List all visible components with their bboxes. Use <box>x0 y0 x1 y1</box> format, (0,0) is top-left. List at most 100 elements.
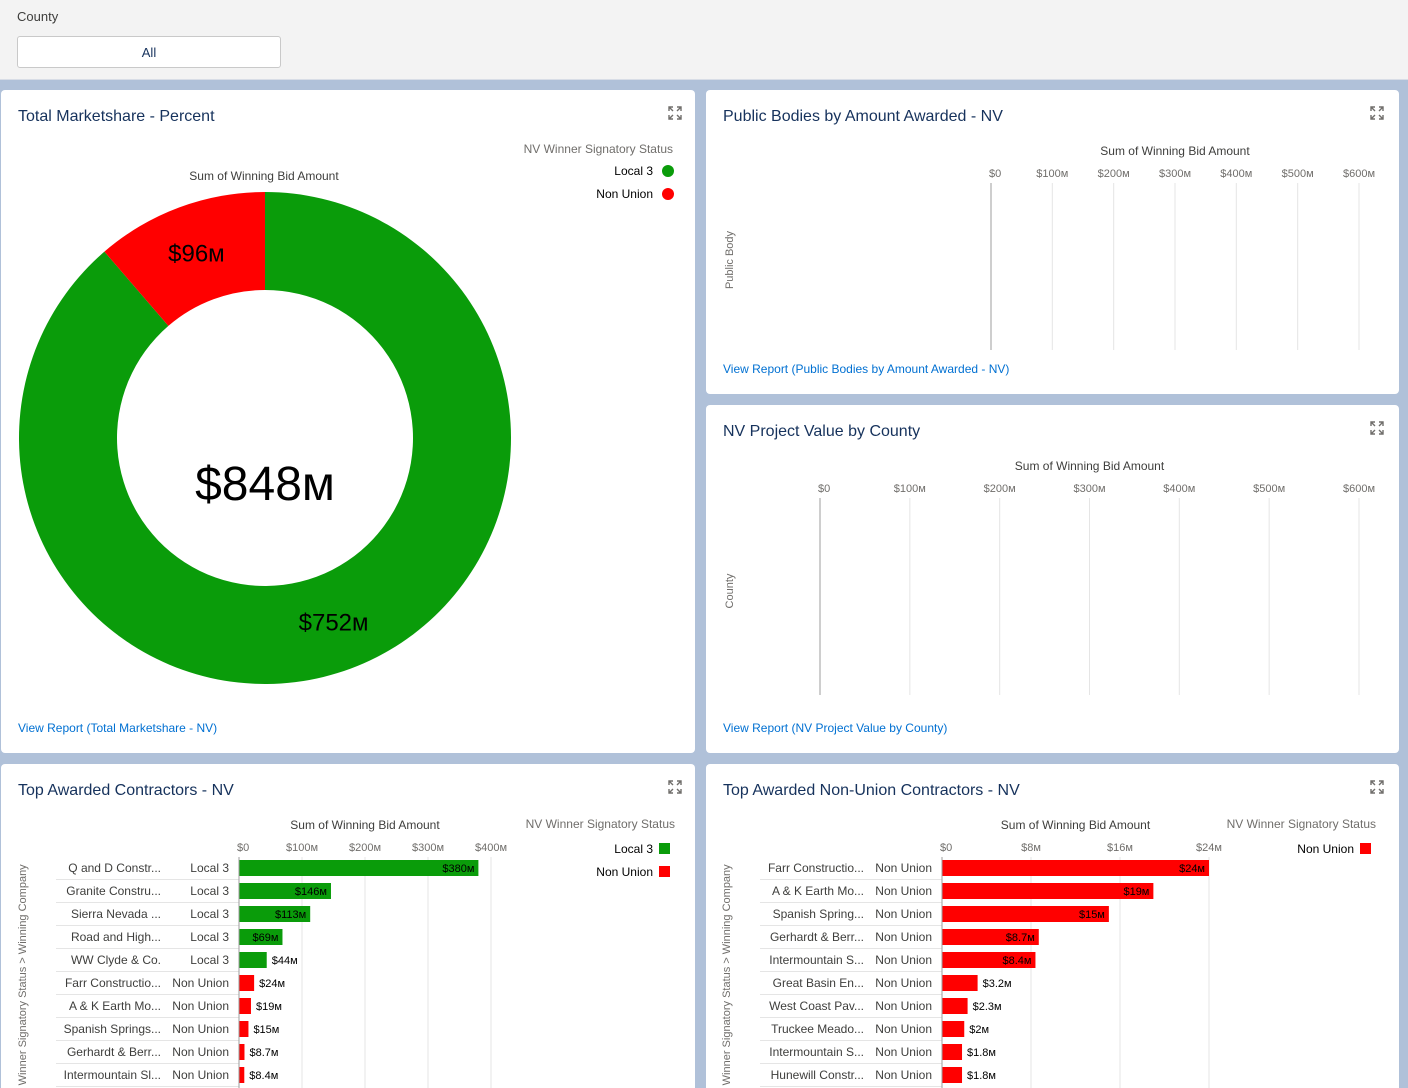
company-label: Gerhardt & Berr... <box>770 930 864 944</box>
x-tick-label: $600м <box>1343 168 1375 180</box>
company-label: WW Clyde & Co. <box>71 953 161 967</box>
bar[interactable] <box>820 588 840 603</box>
marketshare-chart: Sum of Winning Bid Amount NV Winner Sign… <box>18 142 674 684</box>
bar[interactable] <box>820 553 862 568</box>
category-label: City of Reno - Public Works <box>834 307 981 321</box>
bar[interactable] <box>991 324 998 339</box>
bar[interactable] <box>991 186 1327 201</box>
status-label: Non Union <box>875 907 932 921</box>
donut-slice[interactable] <box>104 192 265 326</box>
bar-value-label: $24м <box>1179 863 1205 875</box>
status-label: Local 3 <box>190 861 229 875</box>
bar[interactable] <box>820 606 835 621</box>
company-label: Intermountain Sl... <box>64 1068 161 1082</box>
category-label: Carson <box>769 659 808 673</box>
bar[interactable] <box>991 289 1002 304</box>
bar[interactable] <box>239 1021 249 1037</box>
bar-value-label: $11м <box>1003 344 1028 350</box>
expand-icon[interactable] <box>668 106 682 120</box>
x-tick-label: $500м <box>1253 483 1285 495</box>
bar[interactable] <box>239 975 255 991</box>
expand-icon[interactable] <box>1370 106 1384 120</box>
bar[interactable] <box>239 998 251 1014</box>
company-label: Great Basin En... <box>773 976 864 990</box>
bar[interactable] <box>942 929 1039 945</box>
view-report-link[interactable]: View Report (NV Project Value by County) <box>723 721 948 735</box>
bar[interactable] <box>820 501 1336 516</box>
status-label: Local 3 <box>190 953 229 967</box>
bar-value-label: $574м <box>1300 503 1332 515</box>
bar[interactable] <box>820 536 873 551</box>
bar[interactable] <box>991 341 998 350</box>
bar[interactable] <box>942 1067 963 1083</box>
bar[interactable] <box>239 1067 245 1083</box>
bar[interactable] <box>820 518 873 533</box>
bar[interactable] <box>239 906 311 922</box>
bar[interactable] <box>942 975 978 991</box>
bar-value-label: $17м <box>840 608 866 620</box>
bar[interactable] <box>942 1044 963 1060</box>
county-title: NV Project Value by County <box>723 423 921 440</box>
legend-item-label: Local 3 <box>614 842 653 856</box>
legend-title: NV Winner Signatory Status <box>526 817 675 831</box>
public-bodies-title: Public Bodies by Amount Awarded - NV <box>723 108 1003 125</box>
bar[interactable] <box>942 952 1036 968</box>
slice-label: $96м <box>168 240 225 267</box>
bar[interactable] <box>239 952 267 968</box>
chart-title: Sum of Winning Bid Amount <box>1100 144 1250 158</box>
bar-value-label: $47м <box>832 556 858 568</box>
donut-slice[interactable] <box>18 192 511 684</box>
status-label: Non Union <box>172 1045 229 1059</box>
county-filter-select[interactable]: All <box>17 36 281 68</box>
legend-marker <box>662 165 674 177</box>
bar[interactable] <box>942 860 1209 876</box>
bar[interactable] <box>991 307 1000 322</box>
bar-value-label: $8.7м <box>1006 932 1035 944</box>
bar[interactable] <box>991 272 1003 287</box>
bar[interactable] <box>942 883 1154 899</box>
bar[interactable] <box>820 658 823 673</box>
bar[interactable] <box>942 998 968 1014</box>
bar[interactable] <box>239 1044 245 1060</box>
category-label: Nevada Department of Transportation (N..… <box>753 186 980 200</box>
bar[interactable] <box>820 641 827 656</box>
bar[interactable] <box>942 906 1109 922</box>
x-tick-label: $400м <box>1220 168 1252 180</box>
expand-icon[interactable] <box>1370 421 1384 435</box>
bar[interactable] <box>991 203 1034 218</box>
bar[interactable] <box>991 237 1006 252</box>
category-label: Lyon <box>782 554 808 568</box>
bar-value-label: $14м <box>1005 309 1031 321</box>
bar[interactable] <box>820 623 828 638</box>
bar-value-label: $59м <box>843 538 869 550</box>
bar[interactable] <box>991 255 1003 270</box>
company-label: Spanish Springs... <box>64 1022 161 1036</box>
bar[interactable] <box>942 1021 965 1037</box>
chart-title: Sum of Winning Bid Amount <box>189 169 339 183</box>
bar[interactable] <box>239 929 283 945</box>
view-report-link[interactable]: View Report (Public Bodies by Amount Awa… <box>723 362 1010 376</box>
view-report-link[interactable]: View Report (Total Marketshare - NV) <box>18 721 218 735</box>
category-label: Humboldt <box>757 519 809 533</box>
expand-icon[interactable] <box>1370 780 1384 794</box>
x-tick-label: $0 <box>989 168 1001 180</box>
bar[interactable] <box>239 860 479 876</box>
x-tick-label: $200м <box>1098 168 1130 180</box>
bar-value-label: $20м <box>1008 257 1034 269</box>
status-label: Non Union <box>875 930 932 944</box>
legend-title: NV Winner Signatory Status <box>1227 817 1376 831</box>
expand-icon[interactable] <box>668 780 682 794</box>
legend-item-label: Local 3 <box>614 164 653 178</box>
legend-marker <box>659 843 670 854</box>
x-tick-label: $400м <box>1163 483 1195 495</box>
bar[interactable] <box>820 571 861 586</box>
x-tick-label: $16м <box>1107 842 1133 854</box>
company-label: Intermountain S... <box>769 953 864 967</box>
bar[interactable] <box>239 883 331 899</box>
bar-value-label: $8.4м <box>249 1070 278 1082</box>
bar[interactable] <box>991 220 1008 235</box>
company-label: Q and D Constr... <box>68 861 161 875</box>
x-tick-label: $500м <box>1282 168 1314 180</box>
bar-value-label: $70м <box>1004 205 1030 217</box>
county-filter-label: County <box>17 9 59 24</box>
